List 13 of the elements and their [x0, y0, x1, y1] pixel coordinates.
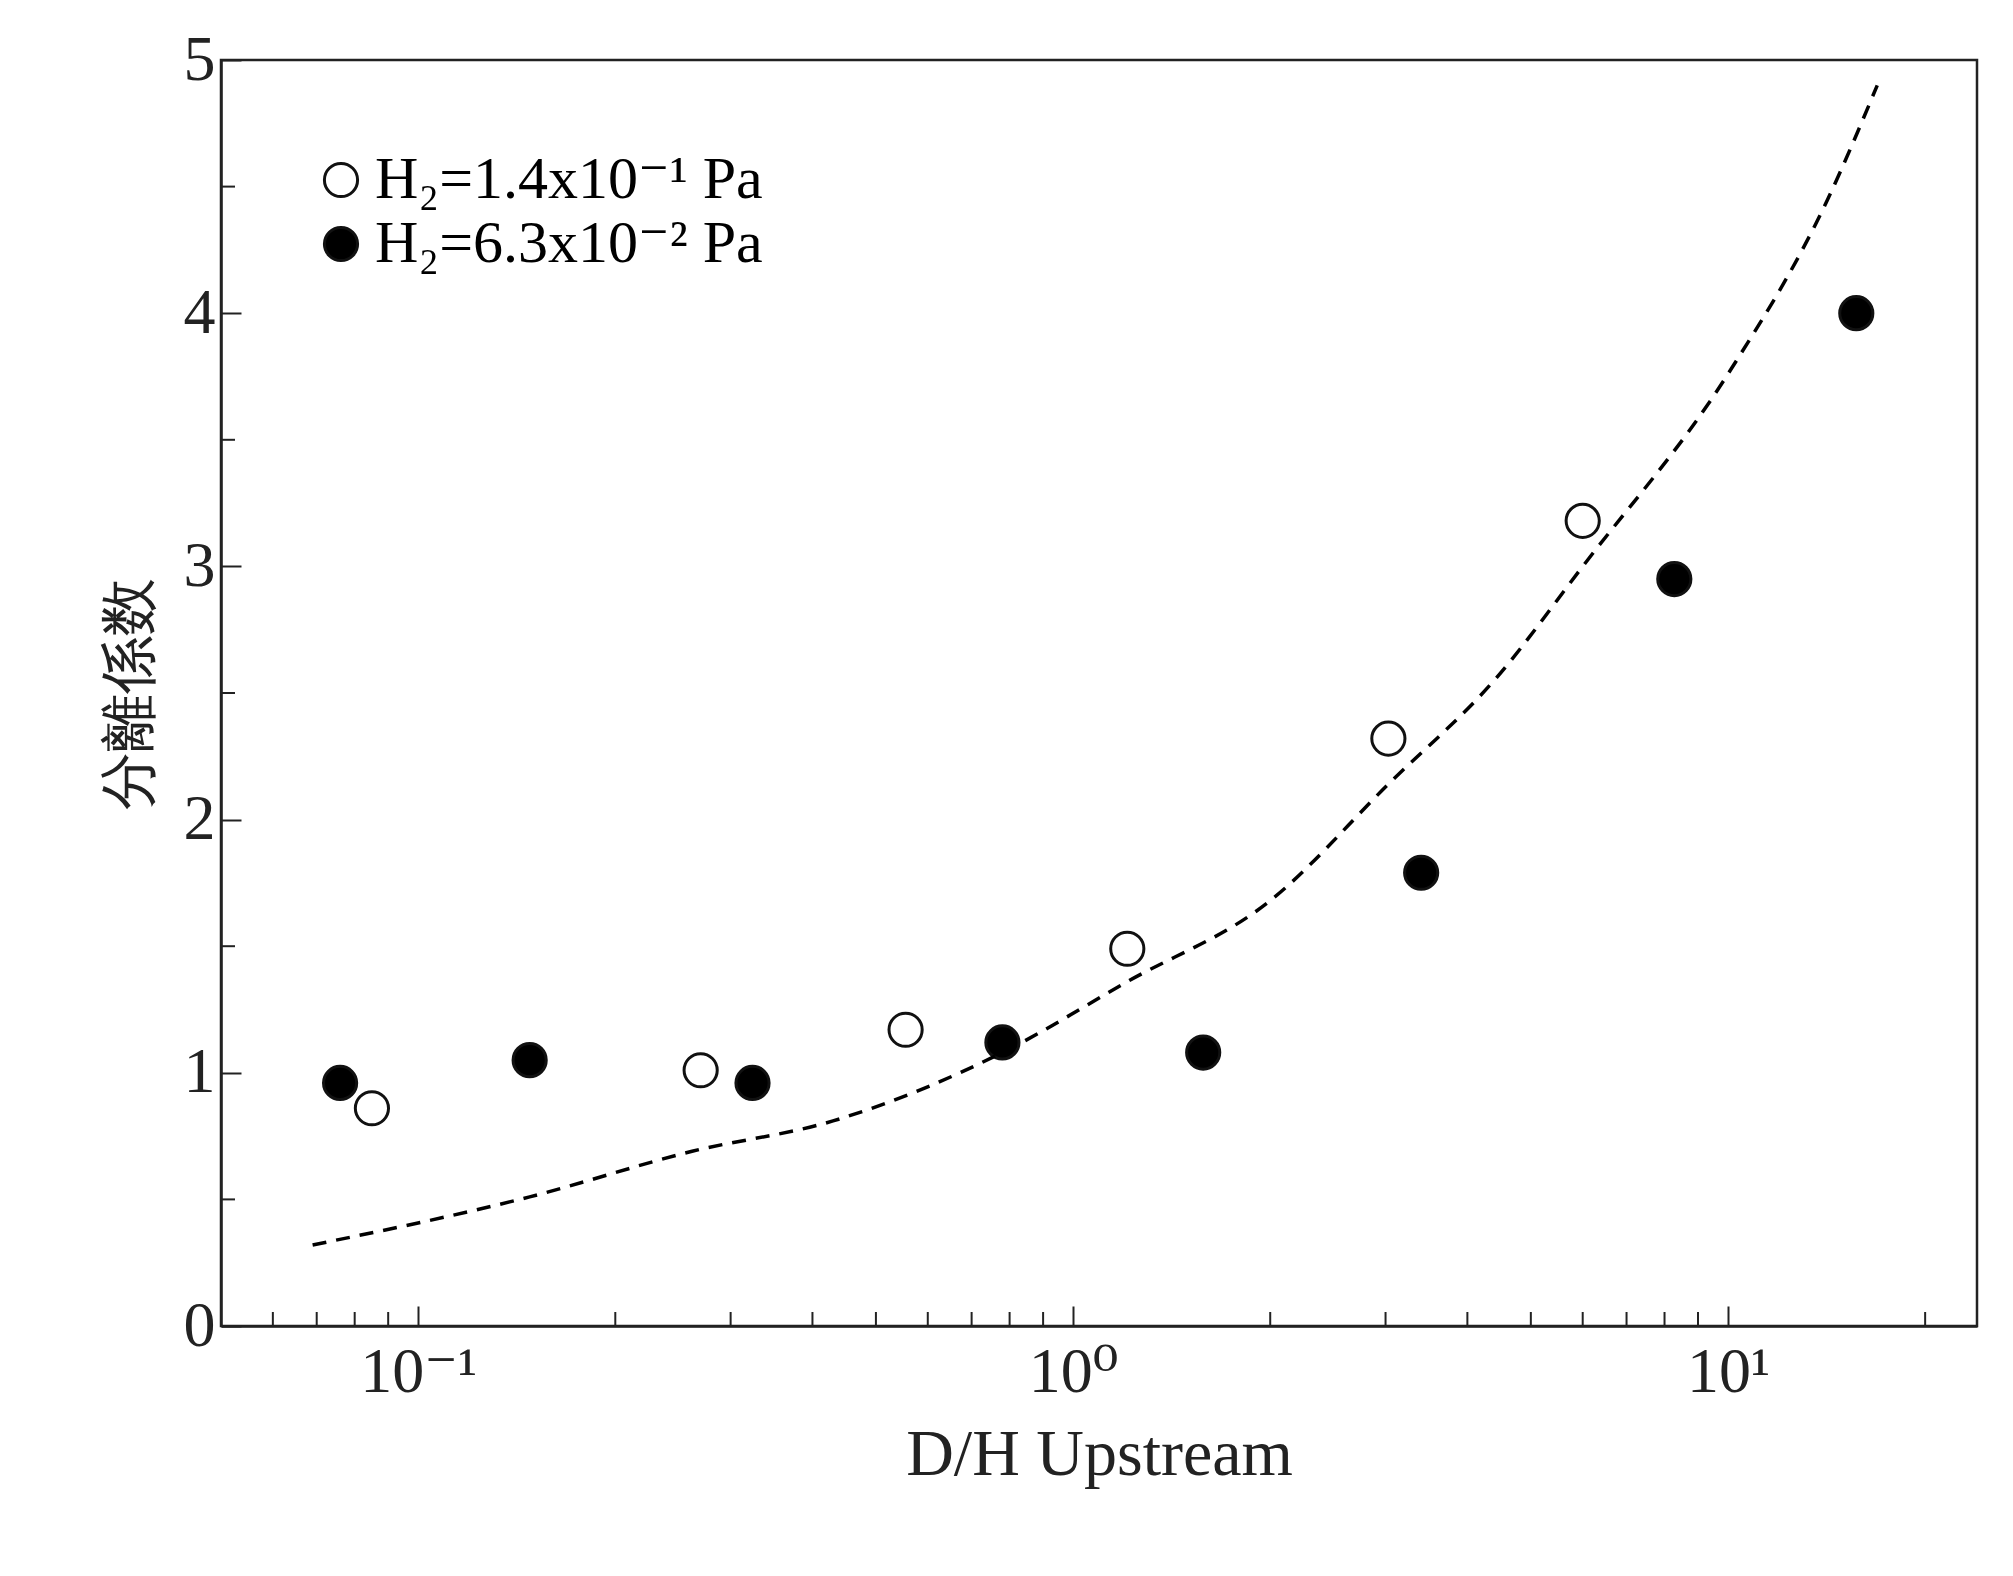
y-axis-title: 分離係数	[93, 577, 162, 810]
y-tick-label: 4	[183, 275, 216, 347]
y-tick-label: 3	[183, 528, 216, 600]
x-tick-label: 10¹	[1686, 1334, 1771, 1406]
x-axis-title: D/H Upstream	[906, 1415, 1293, 1489]
legend-label: H₂=1.4x10⁻¹ Pa	[375, 145, 763, 211]
x-tick-label: 10⁰	[1028, 1334, 1119, 1406]
x-tick-label: 10⁻¹	[360, 1334, 478, 1406]
y-tick-label: 5	[183, 22, 216, 94]
y-tick-label: 1	[183, 1035, 216, 1107]
y-tick-label: 0	[183, 1288, 216, 1360]
legend-label: H₂=6.3x10⁻² Pa	[375, 209, 763, 275]
y-tick-label: 2	[183, 782, 216, 854]
